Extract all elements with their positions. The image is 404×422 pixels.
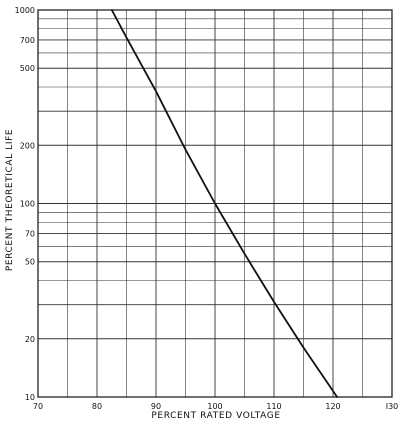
x-tick-label: 70 — [33, 402, 43, 411]
x-tick-label: 110 — [266, 402, 281, 411]
y-tick-label: 70 — [25, 229, 35, 238]
y-tick-label: 700 — [20, 36, 35, 45]
y-tick-label: 500 — [20, 64, 35, 73]
y-tick-label: 50 — [25, 258, 35, 267]
x-tick-label: 80 — [92, 402, 102, 411]
x-tick-label: 100 — [207, 402, 222, 411]
series-layer — [110, 9, 338, 398]
x-tick-label: I30 — [386, 402, 399, 411]
x-tick-label: 90 — [151, 402, 161, 411]
x-axis-title: PERCENT RATED VOLTAGE — [151, 411, 280, 421]
y-tick-labels: 10 20 50 70 100 200 500 700 1000 — [15, 6, 35, 402]
y-tick-label: 100 — [20, 200, 35, 209]
y-tick-label: 10 — [25, 393, 35, 402]
series-line-0 — [110, 9, 338, 398]
x-tick-label: 120 — [325, 402, 340, 411]
y-tick-label: 1000 — [15, 6, 35, 15]
plot-frame — [37, 9, 393, 398]
y-axis-title: PERCENT THEORETICAL LIFE — [5, 129, 15, 271]
x-tick-labels: 70 80 90 100 110 120 I30 — [33, 402, 398, 411]
y-tick-label: 20 — [25, 335, 35, 344]
y-tick-label: 200 — [20, 141, 35, 150]
